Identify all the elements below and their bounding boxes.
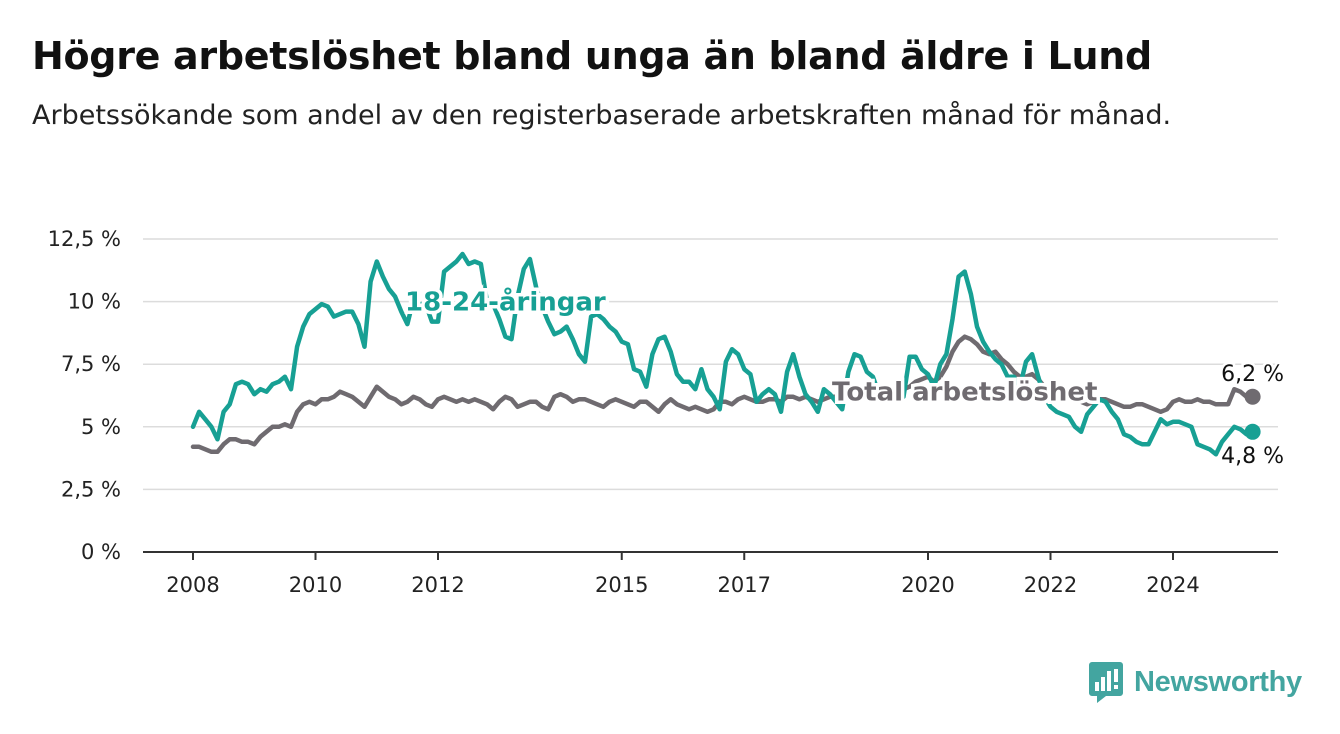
chart-title: Högre arbetslöshet bland unga än bland ä… bbox=[32, 34, 1152, 78]
y-axis: 0 % 2,5 % 5 % 7,5 % 10 % 12,5 % bbox=[48, 227, 121, 564]
series-line-1 bbox=[190, 251, 1255, 457]
series-annotation-0: 18-24-åringar bbox=[405, 286, 606, 318]
x-tick-label: 2010 bbox=[289, 573, 342, 597]
x-tick-label: 2017 bbox=[718, 573, 771, 597]
chart-subtitle: Arbetssökande som andel av den registerb… bbox=[32, 100, 1172, 131]
end-value-label-0: 6,2 % bbox=[1221, 362, 1284, 387]
end-value-label-1: 4,8 % bbox=[1221, 444, 1284, 469]
series-end-dot-0 bbox=[1244, 388, 1261, 405]
series-end-dot-1 bbox=[1244, 423, 1261, 440]
y-tick-label: 12,5 % bbox=[48, 227, 121, 251]
series-lines bbox=[190, 251, 1261, 457]
brand-name: Newsworthy bbox=[1134, 665, 1302, 698]
newsworthy-logo-icon bbox=[1089, 662, 1123, 703]
annotations: 6,2 % 4,8 % 18-24-åringar Total arbetslöshe… bbox=[402, 282, 1287, 471]
x-tick-label: 2024 bbox=[1146, 573, 1199, 597]
y-tick-label: 10 % bbox=[68, 290, 121, 314]
series-annotation-1: Total arbetslöshet bbox=[832, 378, 1097, 408]
x-tick-label: 2012 bbox=[411, 573, 464, 597]
x-tick-label: 2015 bbox=[595, 573, 648, 597]
y-tick-label: 7,5 % bbox=[61, 352, 121, 376]
y-tick-label: 2,5 % bbox=[61, 477, 121, 501]
y-tick-label: 5 % bbox=[81, 415, 121, 439]
x-tick-label: 2020 bbox=[901, 573, 954, 597]
gridlines bbox=[143, 238, 1278, 491]
newsworthy-brand: Newsworthy bbox=[1088, 660, 1302, 704]
x-tick-label: 2022 bbox=[1024, 573, 1077, 597]
y-tick-label: 0 % bbox=[81, 540, 121, 564]
x-tick-label: 2008 bbox=[166, 573, 219, 597]
x-axis: 2008 2010 2012 2015 2017 2020 2022 2024 bbox=[143, 551, 1278, 597]
